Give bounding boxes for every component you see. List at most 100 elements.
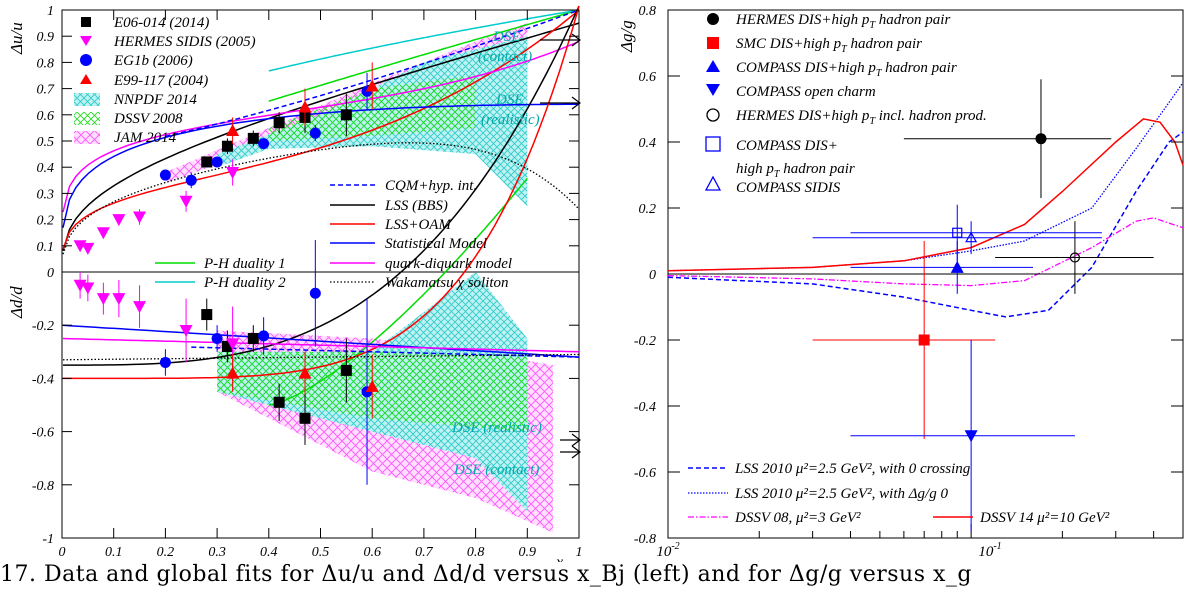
dse-contact-label: DSE [492,29,521,45]
x-tick-label: 0.1 [105,545,123,560]
x-tick-label: 0.4 [260,545,278,560]
y-tick-label: 0.4 [639,136,657,151]
x-tick-label: 0 [59,545,66,560]
y-tick-label: -0.4 [634,400,656,415]
legend-right-bottom: LSS 2010 μ²=2.5 GeV², with 0 crossing LS… [688,461,1110,526]
data-point [340,364,352,376]
y-axis-title-du: Δu/u [7,22,26,55]
x-tick-label: 0.9 [519,545,537,560]
y-tick-label: -0.8 [32,479,54,494]
data-point [96,293,110,306]
legend-entry: COMPASS DIS+ [736,138,838,154]
y-tick-label: 0.7 [37,83,56,98]
y-tick-label: 0.2 [37,214,55,229]
point-layer [73,62,1154,532]
legend-entry: SMC DIS+high pT hadron pair [736,36,922,55]
lss-bbs-curve [62,22,580,252]
p-h-duality-1-curve-bottom [268,177,528,406]
data-point [211,333,223,344]
x-axis-title-xbj: xBj [555,554,573,562]
lss-bbs-curve-bottom [63,5,580,366]
legend-entry: COMPASS SIDIS [736,180,841,196]
y-tick-label: 0.2 [639,202,657,217]
legend-entry: P-H duality 2 [203,275,286,291]
dse-realistic-bottom-label: DSE (realistic) [451,420,542,436]
legend-entry: CQM+hyp. int. [385,178,477,194]
tick-label-1e-1: 10-1 [978,541,1001,560]
data-point [221,340,233,352]
data-point [273,396,285,408]
data-point [226,124,240,137]
data-point [309,287,321,299]
data-point [340,109,352,121]
dse-contact-bottom-label: DSE (contact) [453,462,539,478]
legend-entry: DSSV 2008 [113,111,183,127]
y-tick-label: 0.1 [37,240,55,255]
data-point [258,330,270,342]
data-point [159,169,171,181]
y-tick-label: 0.6 [639,70,657,85]
figure: 0 0.1 0.2 0.3 0.4 0.5 0.6 0.7 0.8 0.9 1 -1 -0.8 -0.6 -… [7,4,1184,562]
legend-entry: DSSV 08, μ²=3 GeV² [734,510,861,526]
y-tick-label: 0.3 [37,187,55,202]
legend-entry: HERMES DIS+high pT incl. hadron prod. [735,108,987,127]
y-tick-label: 0.6 [37,109,55,124]
data-point [1035,133,1047,145]
data-point [159,356,171,368]
data-point [179,325,193,338]
quark-diquark-curve [62,40,580,213]
data-point [221,140,233,152]
y-tick-label: 0.9 [37,30,55,45]
data-point [965,231,978,243]
legend-left-curves: CQM+hyp. int. LSS (BBS) LSS+OAM Statisti… [155,178,512,291]
legend-entry: E99-117 (2004) [113,73,208,89]
y-tick-label: 0.8 [37,56,55,71]
legend-entry: Wakamatsu χ soliton [385,275,509,291]
data-point [96,227,110,240]
data-point [201,309,213,321]
data-point [185,174,197,186]
data-point [81,282,95,295]
legend-entry: P-H duality 1 [203,256,286,272]
tick-layer: 0 0.1 0.2 0.3 0.4 0.5 0.6 0.7 0.8 0.9 1 -1 -0.8 -0.6 -… [32,4,1184,560]
y-axis-title-dg: Δg/g [617,20,636,53]
data-point [1069,252,1081,263]
legend-entry: COMPASS DIS+high pT hadron pair [736,60,957,79]
y-tick-label: 1 [47,4,54,19]
legend-entry: LSS 2010 μ²=2.5 GeV², with Δg/g 0 [734,486,948,502]
dse-arrows [540,33,581,459]
y-tick-label: 0.5 [37,135,55,150]
data-point [81,242,95,255]
dse-labels: DSE (contact) DSE (realistic) DSE (reali… [451,29,542,478]
data-point [298,100,312,113]
x-tick-label: 0.5 [312,545,330,560]
x-tick-label: 0.6 [363,545,381,560]
y-tick-label: 0 [47,266,54,281]
dse-realistic-label: DSE [495,92,524,108]
x-tick-label: 0.2 [157,545,175,560]
data-point [950,260,964,273]
data-point [258,138,270,150]
legend-entry: JAM 2014 [114,130,177,146]
dse-contact-label-2: (contact) [478,49,532,65]
data-point [309,127,321,139]
legend-entry: NNPDF 2014 [113,92,197,108]
statistical-model-curve [62,103,579,228]
y-tick-label: -0.8 [634,532,656,547]
x-tick-label: 0.3 [208,545,226,560]
x-tick-label: 1 [576,545,583,560]
data-point [133,211,147,224]
x-tick-label: 0.7 [415,545,434,560]
legend-entry: quark-diquark model [385,256,512,272]
data-point [365,379,379,392]
cqm-curve-bottom [191,346,580,358]
data-point [179,195,193,208]
data-point [112,214,126,227]
data-point [226,366,240,379]
legend-entry: DSSV 14 μ²=10 GeV² [979,510,1110,526]
figure-caption: 17. Data and global fits for Δu/u and Δd… [0,562,972,587]
data-point [918,334,930,346]
dssv14-curve [667,118,1184,272]
legend-entry: EG1b (2006) [113,53,193,69]
data-point [201,156,213,168]
